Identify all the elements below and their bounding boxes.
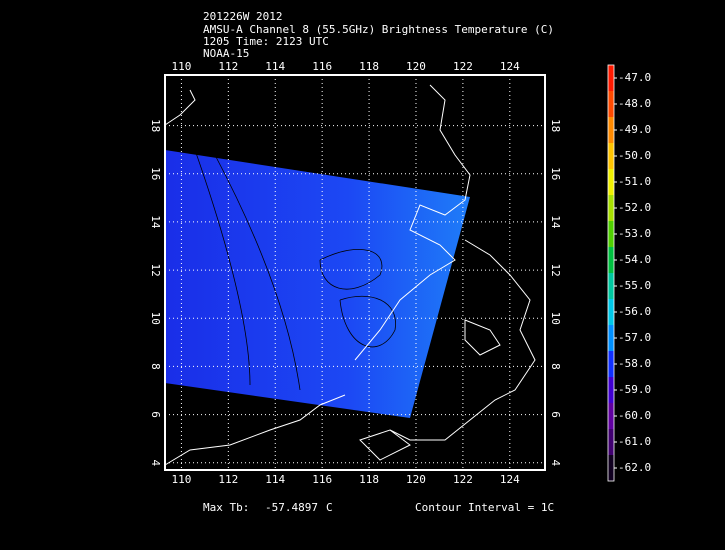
colorbar-swatch <box>608 273 614 299</box>
colorbar-label: -56.0 <box>618 305 651 318</box>
colorbar-swatch <box>608 299 614 325</box>
y-tick-label: 4 <box>549 459 562 466</box>
y-tick-label: 6 <box>549 411 562 418</box>
map-frame <box>164 74 546 471</box>
y-tick-label: 4 <box>149 459 162 466</box>
colorbar-swatch <box>608 247 614 273</box>
x-tick-label: 118 <box>359 60 379 73</box>
x-tick-label: 120 <box>406 473 426 486</box>
satellite-swath <box>165 150 470 418</box>
coastline <box>389 239 536 441</box>
colorbar-label: -60.0 <box>618 409 651 422</box>
island <box>464 319 501 356</box>
y-tick-label: 10 <box>149 312 162 325</box>
x-tick-label: 124 <box>500 60 520 73</box>
colorbar-label: -58.0 <box>618 357 651 370</box>
y-tick-label: 14 <box>149 215 162 229</box>
colorbar-label: -55.0 <box>618 279 651 292</box>
x-tick-label: 114 <box>265 473 285 486</box>
colorbar-label: -54.0 <box>618 253 651 266</box>
colorbar-label: -48.0 <box>618 97 651 110</box>
contour-line <box>319 248 383 290</box>
contours <box>194 149 396 391</box>
x-tick-label: 112 <box>218 473 238 486</box>
coastline <box>164 89 196 126</box>
contour-line <box>194 149 251 386</box>
title-line: AMSU-A Channel 8 (55.5GHz) Brightness Te… <box>203 23 554 36</box>
y-tick-label: 14 <box>549 215 562 229</box>
max-tb-unit: C <box>326 501 333 514</box>
y-tick-label: 12 <box>549 263 562 276</box>
x-tick-label: 112 <box>218 60 238 73</box>
title-line: NOAA-15 <box>203 47 249 60</box>
contour-interval: Contour Interval = 1C <box>415 501 554 514</box>
colorbar-swatch <box>608 117 614 143</box>
colorbar-swatch <box>608 455 614 481</box>
y-tick-label: 18 <box>149 119 162 132</box>
colorbar: -47.0 -48.0 -49.0 -50.0 -51.0 -52.0 -53.0 -54.0… <box>607 64 651 482</box>
y-tick-label: 16 <box>549 167 562 180</box>
x-tick-label: 120 <box>406 60 426 73</box>
colorbar-swatch <box>608 403 614 429</box>
colorbar-label: -51.0 <box>618 175 651 188</box>
title-line: 1205 Time: 2123 UTC <box>203 35 329 48</box>
y-tick-label: 6 <box>149 411 162 418</box>
x-tick-label: 110 <box>171 60 191 73</box>
x-tick-label: 122 <box>453 473 473 486</box>
colorbar-swatch <box>608 429 614 455</box>
y-tick-label: 8 <box>549 363 562 370</box>
colorbar-swatch <box>608 325 614 351</box>
colorbar-swatch <box>608 169 614 195</box>
colorbar-label: -50.0 <box>618 149 651 162</box>
colorbar-swatch <box>608 143 614 169</box>
colorbar-swatch <box>608 351 614 377</box>
x-tick-label: 110 <box>171 473 191 486</box>
y-tick-label: 16 <box>149 167 162 180</box>
contour-line <box>339 296 396 348</box>
x-tick-label: 124 <box>500 473 520 486</box>
max-tb-label: Max Tb: <box>203 501 249 514</box>
colorbar-swatch <box>608 195 614 221</box>
y-tick-label: 8 <box>149 363 162 370</box>
colorbar-swatch <box>608 221 614 247</box>
coastlines <box>164 84 536 466</box>
max-tb-value: -57.4897 <box>265 501 318 514</box>
colorbar-swatch <box>608 65 614 91</box>
x-tick-label: 116 <box>312 60 332 73</box>
colorbar-label: -49.0 <box>618 123 651 136</box>
y-tick-label: 18 <box>549 119 562 132</box>
colorbar-swatch <box>608 377 614 403</box>
x-tick-label: 114 <box>265 60 285 73</box>
colorbar-label: -52.0 <box>618 201 651 214</box>
x-tick-label: 122 <box>453 60 473 73</box>
colorbar-label: -59.0 <box>618 383 651 396</box>
colorbar-label: -62.0 <box>618 461 651 474</box>
colorbar-label: -47.0 <box>618 71 651 84</box>
colorbar-swatch <box>608 91 614 117</box>
colorbar-label: -57.0 <box>618 331 651 344</box>
title-line: 201226W 2012 <box>203 10 282 23</box>
y-tick-label: 10 <box>549 312 562 325</box>
coastline <box>164 394 346 466</box>
y-tick-label: 12 <box>149 263 162 276</box>
island <box>359 429 411 461</box>
colorbar-frame <box>607 64 615 482</box>
colorbar-label: -61.0 <box>618 435 651 448</box>
contour-line <box>214 154 301 391</box>
coastline <box>354 84 471 361</box>
colorbar-label: -53.0 <box>618 227 651 240</box>
x-tick-label: 116 <box>312 473 332 486</box>
x-tick-label: 118 <box>359 473 379 486</box>
